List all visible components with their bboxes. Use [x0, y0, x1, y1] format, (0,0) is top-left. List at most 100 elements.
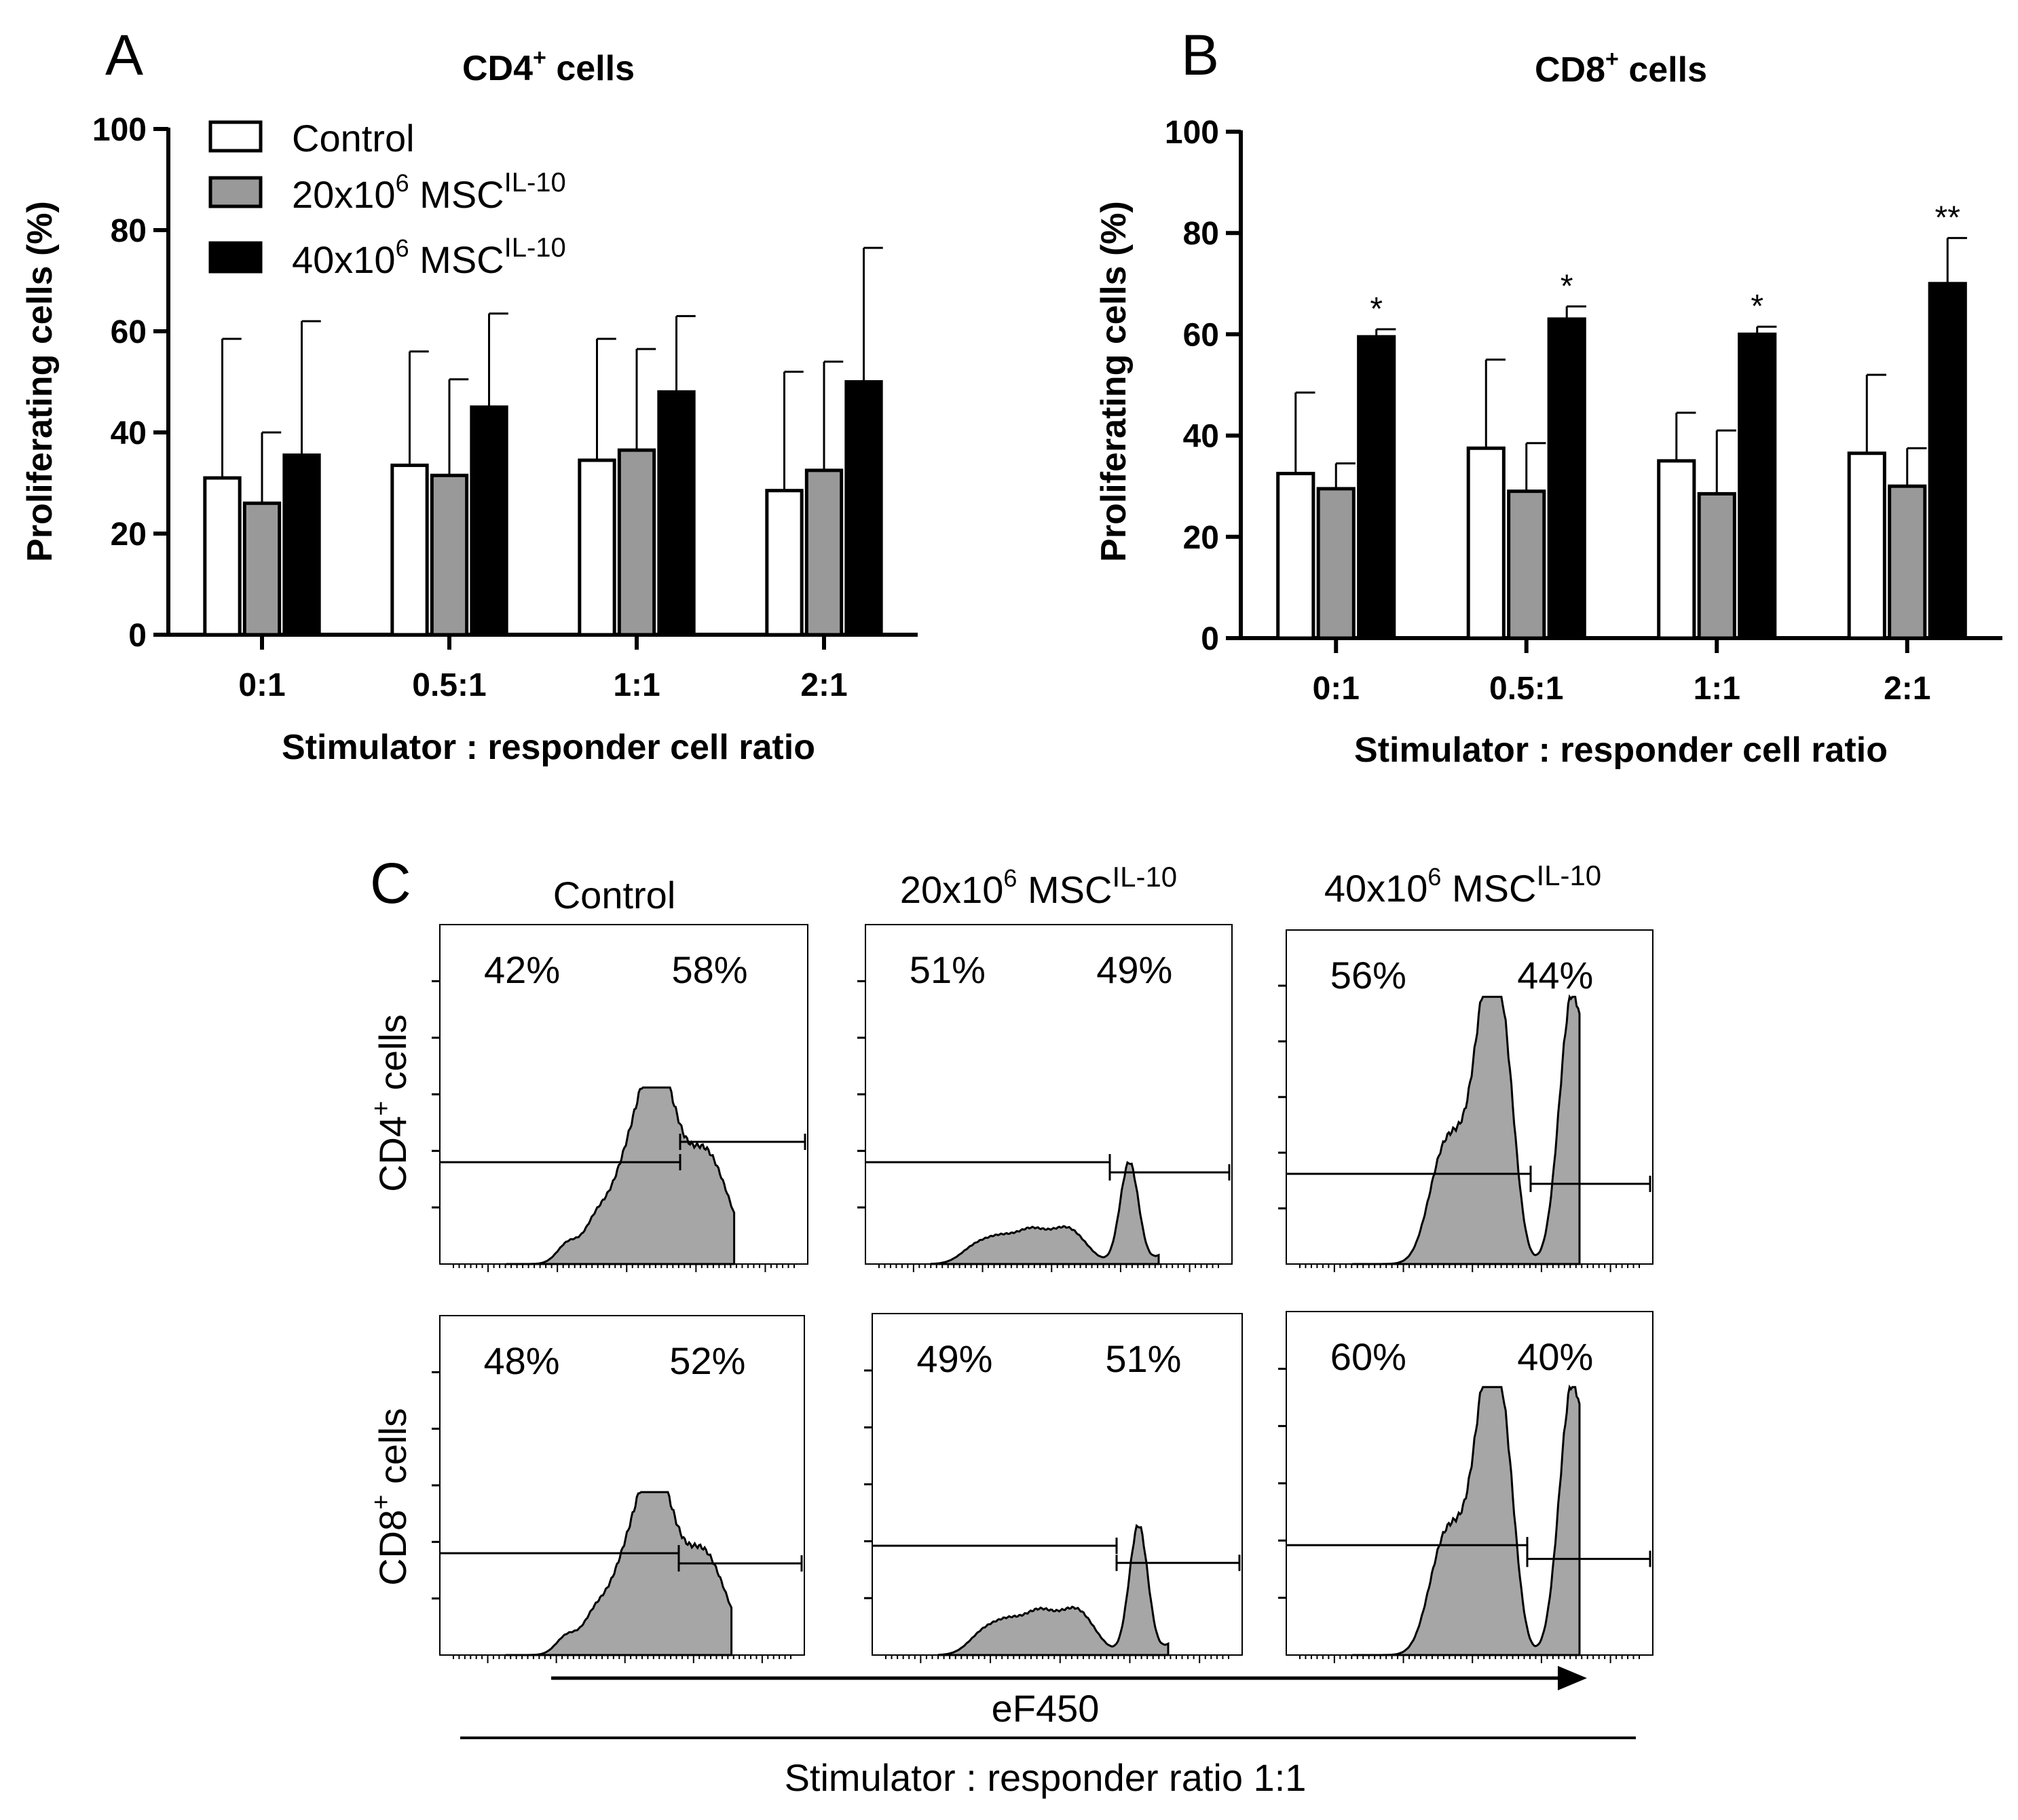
bar — [1928, 282, 1967, 640]
legend-swatch-msc20 — [208, 176, 263, 208]
y-tick-label: 0 — [1201, 621, 1219, 657]
flow-panel-c: Control 20x106 MSCIL-10 40x106 MSCIL-10 … — [367, 859, 1653, 1799]
ef450-arrow-head — [1558, 1666, 1587, 1690]
x-tick-label: 0.5:1 — [412, 667, 486, 703]
bar — [657, 390, 696, 637]
x-tick-label: 0:1 — [238, 667, 285, 703]
x-tick-label: 2:1 — [1884, 671, 1930, 707]
chart-b-xlabel: Stimulator : responder cell ratio — [1354, 730, 1888, 770]
legend-label-control: Control — [292, 117, 415, 160]
percent-right: 44% — [1517, 954, 1593, 997]
y-tick-label: 0 — [128, 618, 147, 654]
bar — [804, 468, 844, 637]
histogram-curve — [1352, 994, 1581, 1265]
flow-column-title-msc40: 40x106 MSCIL-10 — [1324, 859, 1601, 910]
bar — [430, 473, 469, 637]
y-tick-label: 80 — [111, 213, 147, 249]
bar — [1276, 472, 1315, 640]
legend-label-msc20: 20x106 MSCIL-10 — [292, 168, 566, 216]
bar — [1316, 487, 1356, 640]
flow-column-title-msc20: 20x106 MSCIL-10 — [900, 861, 1177, 911]
percent-left: 51% — [910, 948, 986, 991]
chart-a-ylabel: Proliferating cells (%) — [20, 201, 60, 562]
bar — [578, 458, 616, 637]
legend-label-msc40: 40x106 MSCIL-10 — [292, 233, 566, 281]
y-tick-label: 100 — [1165, 115, 1219, 151]
ef450-label: eF450 — [992, 1687, 1100, 1730]
bar — [1697, 491, 1736, 640]
chart-panel-a: CD4+ cells 0 20 40 60 80 100 0:1 0.5:1 1:1 2:1 Pr… — [20, 45, 918, 767]
histogram-curve — [506, 1086, 736, 1265]
flow-row-label-cd4: CD4+ cells — [367, 1014, 414, 1192]
x-tick-label: 1:1 — [1694, 671, 1740, 707]
flow-histogram: 49% 51% — [864, 1313, 1243, 1663]
bar — [470, 405, 508, 637]
bar — [844, 380, 883, 637]
flow-row-label-cd8: CD8+ cells — [367, 1408, 414, 1586]
percent-right: 52% — [669, 1339, 745, 1382]
flow-histogram: 42% 58% — [432, 924, 808, 1272]
percent-left: 60% — [1330, 1335, 1406, 1378]
bottom-ratio-label: Stimulator : responder ratio 1:1 — [785, 1756, 1307, 1799]
y-tick-label: 100 — [92, 112, 147, 148]
significance-marker: * — [1751, 289, 1763, 324]
legend-swatch-msc40 — [208, 241, 263, 274]
percent-right: 58% — [671, 948, 747, 991]
flow-histogram: 60% 40% — [1278, 1311, 1653, 1663]
flow-histogram: 48% 52% — [432, 1315, 805, 1663]
bar — [1738, 332, 1777, 640]
bar — [1357, 335, 1396, 640]
y-tick-label: 40 — [111, 415, 147, 451]
legend: Control 20x106 MSCIL-10 40x106 MSCIL-10 — [208, 117, 566, 281]
chart-a-title: CD4+ cells — [462, 45, 635, 88]
bar — [765, 489, 804, 637]
chart-b-ylabel: Proliferating cells (%) — [1094, 201, 1134, 562]
significance-marker: ** — [1935, 200, 1960, 236]
significance-marker: * — [1561, 268, 1573, 304]
bar — [1466, 446, 1506, 640]
chart-b-title: CD8+ cells — [1535, 46, 1707, 90]
histogram-curve — [505, 1491, 733, 1656]
bar — [282, 453, 321, 637]
chart-a-plot: 0 20 40 60 80 100 0:1 0.5:1 1:1 2:1 — [92, 112, 918, 703]
x-tick-label: 2:1 — [800, 667, 847, 703]
percent-right: 51% — [1105, 1337, 1181, 1380]
y-tick-label: 40 — [1183, 419, 1219, 455]
panel-letter-b: B — [1181, 23, 1219, 87]
chart-panel-b: CD8+ cells 0 20 40 60 80 100 0:1 * 0.5:1 * 1:1 * 2:1… — [1094, 46, 2002, 770]
significance-marker: * — [1370, 291, 1383, 327]
flow-histogram: 56% 44% — [1278, 929, 1653, 1272]
histogram-curve — [937, 1523, 1170, 1656]
y-tick-label: 60 — [1183, 317, 1219, 353]
bar — [390, 463, 429, 637]
y-tick-label: 20 — [1183, 520, 1219, 556]
chart-b-plot: 0 20 40 60 80 100 0:1 * 0.5:1 * 1:1 * 2:1 ** — [1165, 115, 2002, 707]
bar — [617, 448, 656, 637]
percent-left: 49% — [916, 1337, 992, 1380]
flow-column-title-control: Control — [553, 874, 676, 916]
bar — [242, 501, 282, 637]
histogram-curve — [930, 1161, 1160, 1265]
bar — [1657, 459, 1696, 640]
bar — [1888, 484, 1927, 640]
bar — [1547, 317, 1586, 640]
bar — [1507, 489, 1546, 640]
x-tick-label: 1:1 — [613, 667, 660, 703]
x-tick-label: 0:1 — [1313, 671, 1360, 707]
panel-letter-a: A — [105, 23, 143, 87]
percent-left: 48% — [483, 1339, 559, 1382]
percent-left: 42% — [484, 948, 560, 991]
histogram-curve — [1352, 1384, 1581, 1656]
legend-swatch-control — [208, 120, 263, 153]
panel-letter-c: C — [370, 851, 411, 915]
chart-a-xlabel: Stimulator : responder cell ratio — [282, 728, 815, 767]
y-tick-label: 60 — [111, 314, 147, 350]
bar — [203, 476, 242, 637]
y-tick-label: 20 — [111, 517, 147, 553]
flow-histogram: 51% 49% — [857, 924, 1233, 1272]
percent-right: 40% — [1517, 1335, 1593, 1378]
y-tick-label: 80 — [1183, 216, 1219, 252]
bar — [1847, 451, 1886, 640]
percent-right: 49% — [1096, 948, 1172, 991]
